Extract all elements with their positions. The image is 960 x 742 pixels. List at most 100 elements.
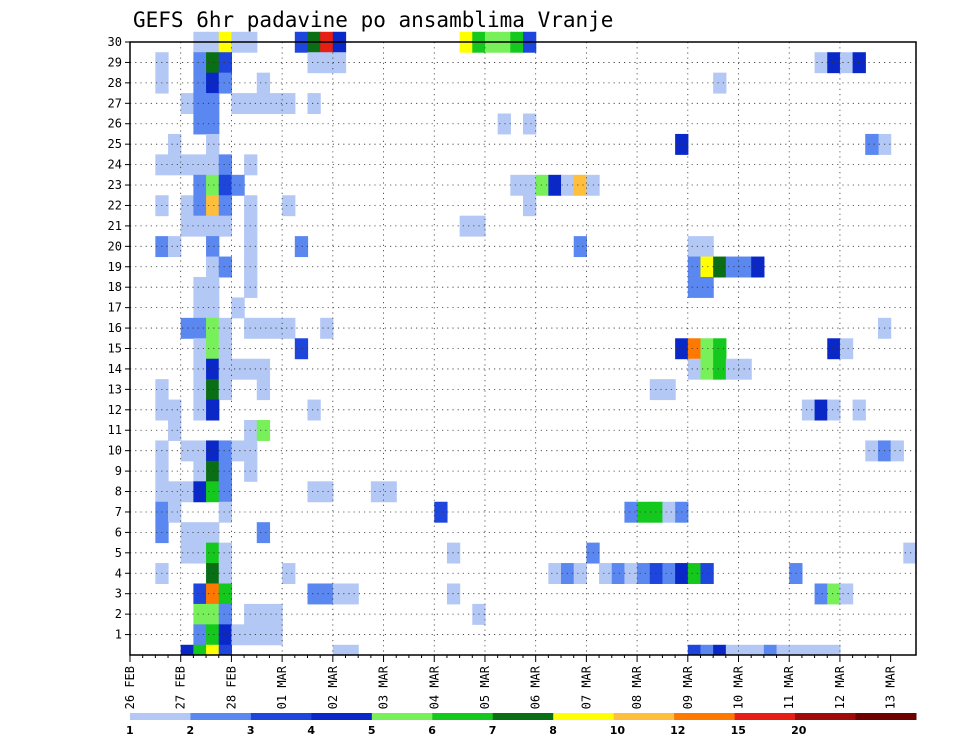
heatmap-cell [168, 481, 182, 503]
heatmap-cell [193, 338, 207, 360]
heatmap-cell [345, 644, 359, 656]
y-tick-label: 4 [115, 566, 122, 580]
heatmap-cell [206, 174, 220, 196]
heatmap-cell [687, 256, 702, 278]
heatmap-cell [256, 420, 271, 441]
colorbar-label: 1 [126, 724, 134, 737]
colorbar-swatch [190, 713, 252, 720]
y-tick-label: 19 [108, 260, 122, 274]
heatmap-cell [206, 236, 220, 258]
x-tick-label: 26 FEB [123, 666, 137, 709]
colorbar: 1 2 3 4 5 6 7 8 10 12 15 20 [126, 713, 917, 737]
heatmap-cell [193, 522, 207, 544]
y-tick-label: 22 [108, 198, 122, 212]
heatmap-cell [345, 583, 359, 605]
heatmap-cell [814, 399, 828, 421]
heatmap-cell [206, 379, 220, 401]
heatmap-cell [168, 154, 182, 176]
heatmap-cell [256, 93, 271, 115]
heatmap-cell [168, 420, 182, 441]
x-tick-label: 27 FEB [174, 666, 188, 709]
heatmap-cell [523, 113, 537, 135]
heatmap-cell [231, 440, 245, 462]
heatmap-cell [193, 174, 207, 196]
heatmap-cell [700, 644, 714, 656]
heatmap-cell [320, 481, 334, 503]
heatmap-cell [231, 297, 245, 319]
colorbar-label: 15 [731, 724, 746, 737]
y-tick-label: 26 [108, 117, 122, 131]
heatmap-cell [168, 501, 182, 523]
heatmap-cell [206, 399, 220, 421]
heatmap-cell [801, 644, 816, 656]
heatmap-cell [206, 93, 220, 115]
heatmap-cell [611, 563, 626, 584]
heatmap-cell [218, 256, 233, 278]
y-tick-label: 28 [108, 76, 122, 90]
heatmap-cell [713, 644, 727, 656]
heatmap-cell [839, 338, 854, 360]
colorbar-label: 10 [610, 724, 626, 737]
y-tick-label: 18 [108, 280, 122, 294]
y-tick-label: 11 [108, 423, 122, 437]
colorbar-label: 3 [247, 724, 255, 737]
y-tick-label: 2 [115, 607, 122, 621]
heatmap-cell [256, 358, 271, 380]
x-tick-label: 11 MAR [782, 665, 796, 709]
heatmap-cell [193, 644, 207, 656]
heatmap-cell [193, 542, 207, 564]
heatmap-cell [231, 624, 245, 646]
heatmap-cell [865, 440, 879, 462]
heatmap-cell [751, 256, 765, 278]
x-tick-label: 13 MAR [884, 665, 898, 709]
heatmap-cell [637, 501, 651, 523]
heatmap-cell [218, 542, 233, 564]
colorbar-label: 12 [670, 724, 685, 737]
heatmap-cell [332, 583, 347, 605]
heatmap-cell [218, 154, 233, 176]
heatmap-cell [218, 440, 233, 462]
heatmap-cell [839, 583, 854, 605]
heatmap-cell [218, 624, 233, 646]
heatmap-cell [218, 195, 233, 217]
y-tick-label: 1 [115, 628, 122, 642]
heatmap-cell [827, 583, 841, 605]
y-tick-label: 13 [108, 382, 122, 396]
heatmap-cell [206, 215, 220, 237]
colorbar-swatch [613, 713, 675, 720]
heatmap-cell [624, 501, 638, 523]
colorbar-label: 5 [368, 724, 376, 737]
x-tick-label: 07 MAR [579, 665, 593, 709]
y-tick-label: 16 [108, 321, 122, 335]
heatmap-cell [713, 72, 727, 94]
y-tick-label: 20 [108, 239, 122, 253]
heatmap-cell [193, 215, 207, 237]
heatmap-cells [155, 31, 917, 656]
y-tick-label: 21 [108, 219, 122, 233]
heatmap-cell [218, 72, 233, 94]
y-tick-label: 6 [115, 525, 122, 539]
heatmap-cell [206, 563, 220, 584]
heatmap-cell [700, 563, 714, 584]
heatmap-cell [687, 276, 702, 298]
heatmap-cell [700, 338, 714, 360]
heatmap-cell [789, 644, 803, 656]
heatmap-cell [206, 195, 220, 217]
x-tick-label: 01 MAR [275, 665, 289, 709]
heatmap-cell [206, 113, 220, 135]
heatmap-cell [687, 563, 702, 584]
heatmap-cell [218, 583, 233, 605]
heatmap-cell [763, 644, 778, 656]
x-tick-label: 05 MAR [478, 665, 492, 709]
y-tick-label: 5 [115, 546, 122, 560]
heatmap-cell [206, 297, 220, 319]
heatmap-cell [599, 563, 613, 584]
heatmap-cell [713, 358, 727, 380]
heatmap-cell [193, 440, 207, 462]
heatmap-cell [713, 338, 727, 360]
heatmap-cell [573, 174, 587, 196]
heatmap-cell [573, 563, 587, 584]
colorbar-swatch [371, 713, 433, 720]
heatmap-cell [700, 236, 714, 258]
heatmap-cell [282, 93, 296, 115]
